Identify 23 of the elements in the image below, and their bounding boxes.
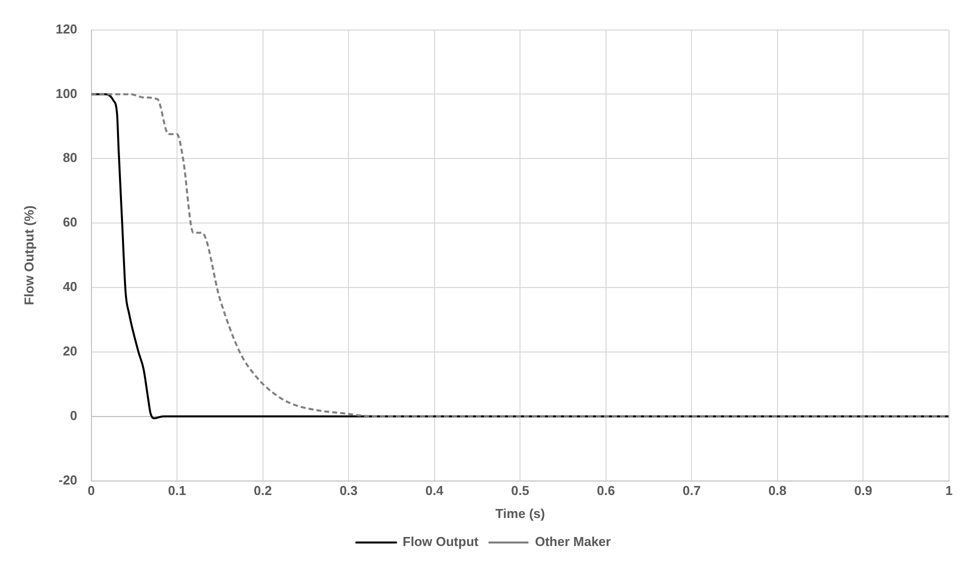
y-tick-label: 60 bbox=[62, 214, 78, 230]
y-tick-label: 20 bbox=[62, 344, 78, 359]
x-tick-label: 0.1 bbox=[168, 483, 186, 498]
y-axis-title: Flow Output (%) bbox=[21, 205, 36, 306]
x-tick-label: 0.7 bbox=[682, 483, 701, 498]
x-tick-label: 0.8 bbox=[768, 483, 786, 498]
x-tick-label: 0.5 bbox=[511, 483, 530, 498]
y-tick-label: 40 bbox=[62, 279, 78, 294]
x-tick-label: 0.9 bbox=[854, 483, 872, 498]
y-tick-label: 80 bbox=[62, 150, 78, 166]
x-tick-label: 0.3 bbox=[340, 483, 358, 498]
x-tick-label: 1 bbox=[945, 483, 953, 498]
y-tick-label: 120 bbox=[56, 21, 78, 36]
y-tick-label: 100 bbox=[56, 86, 78, 101]
x-tick-label: 0.6 bbox=[596, 483, 615, 498]
legend-label: Other Maker bbox=[534, 534, 611, 550]
legend-label: Flow Output bbox=[402, 534, 480, 550]
y-tick-label: 0 bbox=[70, 408, 78, 423]
x-tick-label: 0.2 bbox=[254, 483, 272, 498]
x-tick-label: 0 bbox=[88, 483, 95, 498]
x-tick-label: 0.4 bbox=[425, 483, 444, 498]
x-axis-title: Time (s) bbox=[495, 506, 545, 521]
y-tick-label: -20 bbox=[58, 472, 78, 488]
